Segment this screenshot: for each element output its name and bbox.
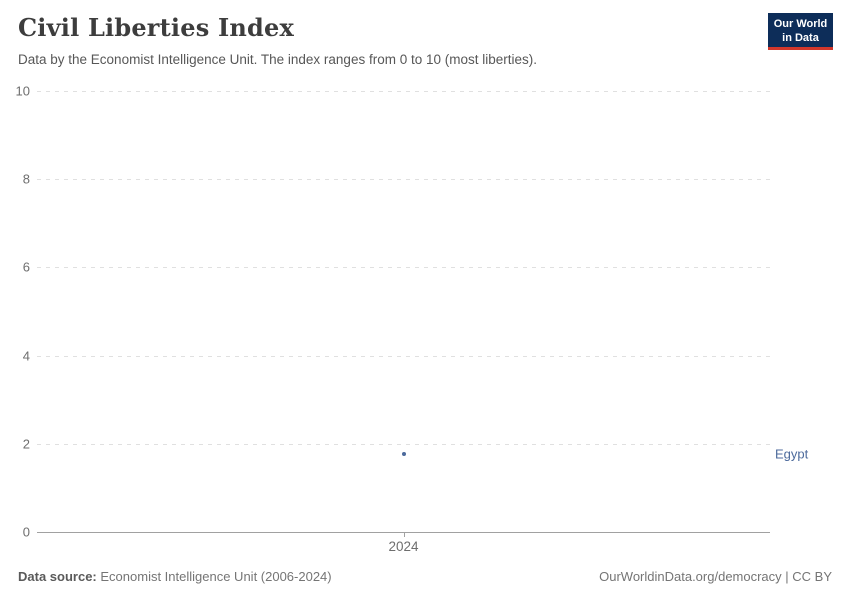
y-axis-tick-label: 2 — [22, 436, 30, 452]
gridline — [37, 179, 770, 181]
chart-footer: Data source: Economist Intelligence Unit… — [18, 569, 832, 584]
y-axis-tick-label: 6 — [22, 259, 30, 275]
y-axis-tick-label: 0 — [22, 524, 30, 540]
page-title: Civil Liberties Index — [18, 13, 295, 42]
data-source-label: Data source: — [18, 569, 97, 584]
x-axis-tick-mark — [403, 532, 405, 537]
x-axis-tick-label: 2024 — [388, 539, 419, 554]
owid-logo-line2: in Data — [782, 31, 819, 44]
y-axis-tick-label: 10 — [15, 83, 30, 99]
y-axis-tick-label: 4 — [22, 348, 30, 364]
gridline — [37, 267, 770, 269]
credit-link[interactable]: OurWorldinData.org/democracy | CC BY — [599, 569, 832, 584]
data-source-value: Economist Intelligence Unit (2006-2024) — [100, 569, 332, 584]
gridline — [37, 443, 770, 445]
plot-area: 0 2 4 6 8 10 2024 Egypt — [16, 84, 809, 555]
owid-logo[interactable]: Our World in Data — [768, 13, 833, 50]
chart-subtitle: Data by the Economist Intelligence Unit.… — [18, 52, 537, 67]
y-axis-tick-label: 8 — [22, 171, 30, 187]
gridline — [37, 91, 770, 92]
owid-logo-line1: Our World — [773, 18, 828, 30]
entity-label-egypt[interactable]: Egypt — [775, 446, 809, 462]
data-source-note: Data source: Economist Intelligence Unit… — [18, 569, 332, 584]
data-point-egypt[interactable] — [401, 452, 406, 457]
gridline — [37, 355, 770, 357]
